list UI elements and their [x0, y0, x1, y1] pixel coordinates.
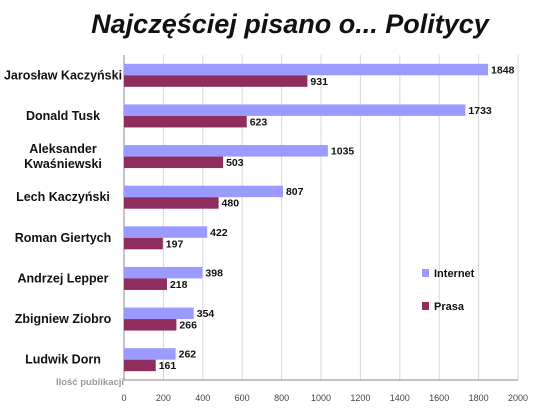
x-tick-label: 1600: [429, 393, 449, 403]
category-label: Lech Kaczyński: [16, 190, 110, 204]
x-tick-label: 0: [121, 393, 126, 403]
x-tick-label: 400: [195, 393, 210, 403]
category-label: Aleksander: [29, 142, 97, 156]
data-label: 1733: [468, 105, 492, 117]
bar-internet: [124, 266, 203, 279]
data-label: 1035: [331, 146, 355, 158]
data-label: 480: [222, 198, 240, 210]
x-axis-ticks: 0 200 400 600 800 1000 1200 1400 1600 1800 2000: [121, 393, 528, 403]
bar-internet: [124, 145, 328, 157]
bar-prasa: [124, 75, 308, 87]
category-labels: Jarosław Kaczyński Donald Tusk AleksanderK…: [4, 68, 122, 366]
bar-prasa: [124, 237, 163, 250]
x-tick-label: 200: [156, 393, 171, 403]
legend-label-internet: Internet: [434, 268, 475, 280]
bar-internet: [124, 104, 466, 116]
x-tick-label: 1200: [350, 393, 370, 403]
data-label: 161: [159, 360, 177, 372]
legend-swatch-internet: [422, 269, 429, 277]
bars: 1848 931 1733 623 1035 503 807 480 422 197 398 218 3…: [124, 63, 515, 372]
data-label: 197: [166, 238, 184, 250]
data-label: 931: [310, 76, 328, 88]
data-label: 218: [170, 279, 188, 291]
category-label: Ludwik Dorn: [25, 353, 101, 367]
data-label: 398: [205, 267, 223, 279]
category-label: Jarosław Kaczyński: [4, 68, 122, 82]
chart-title: Najczęściej pisano o... Politycy: [91, 9, 491, 39]
category-label: Donald Tusk: [26, 109, 100, 123]
data-label: 354: [197, 308, 215, 320]
legend-label-prasa: Prasa: [434, 301, 465, 313]
x-tick-label: 1400: [390, 393, 410, 403]
data-label: 266: [179, 320, 197, 332]
x-tick-label: 2000: [508, 393, 528, 403]
data-label: 623: [250, 116, 268, 128]
legend-swatch-prasa: [422, 302, 429, 310]
data-label: 1848: [491, 64, 515, 76]
bar-internet: [124, 185, 283, 198]
bar-internet: [124, 307, 194, 320]
x-tick-label: 600: [235, 393, 250, 403]
bar-prasa: [124, 197, 219, 209]
category-label: Roman Giertych: [15, 231, 112, 245]
bar-internet: [124, 226, 208, 238]
bar-prasa: [124, 278, 167, 290]
bar-prasa: [124, 319, 177, 331]
x-axis-label: Ilość publikacji: [56, 377, 124, 388]
category-label: Kwaśniewski: [24, 157, 102, 171]
bar-prasa: [124, 359, 156, 372]
x-tick-label: 1000: [311, 393, 331, 403]
category-label: Andrzej Lepper: [18, 271, 109, 285]
bar-prasa: [124, 156, 224, 169]
data-label: 503: [226, 157, 244, 169]
data-label: 422: [210, 227, 228, 239]
bar-prasa: [124, 115, 247, 128]
bar-internet: [124, 63, 489, 76]
x-tick-label: 1800: [469, 393, 489, 403]
legend: Internet Prasa: [422, 268, 475, 313]
data-label: 807: [286, 186, 304, 198]
category-label: Zbigniew Ziobro: [15, 312, 112, 326]
x-tick-label: 800: [274, 393, 289, 403]
data-label: 262: [179, 349, 197, 361]
bar-internet: [124, 348, 176, 360]
